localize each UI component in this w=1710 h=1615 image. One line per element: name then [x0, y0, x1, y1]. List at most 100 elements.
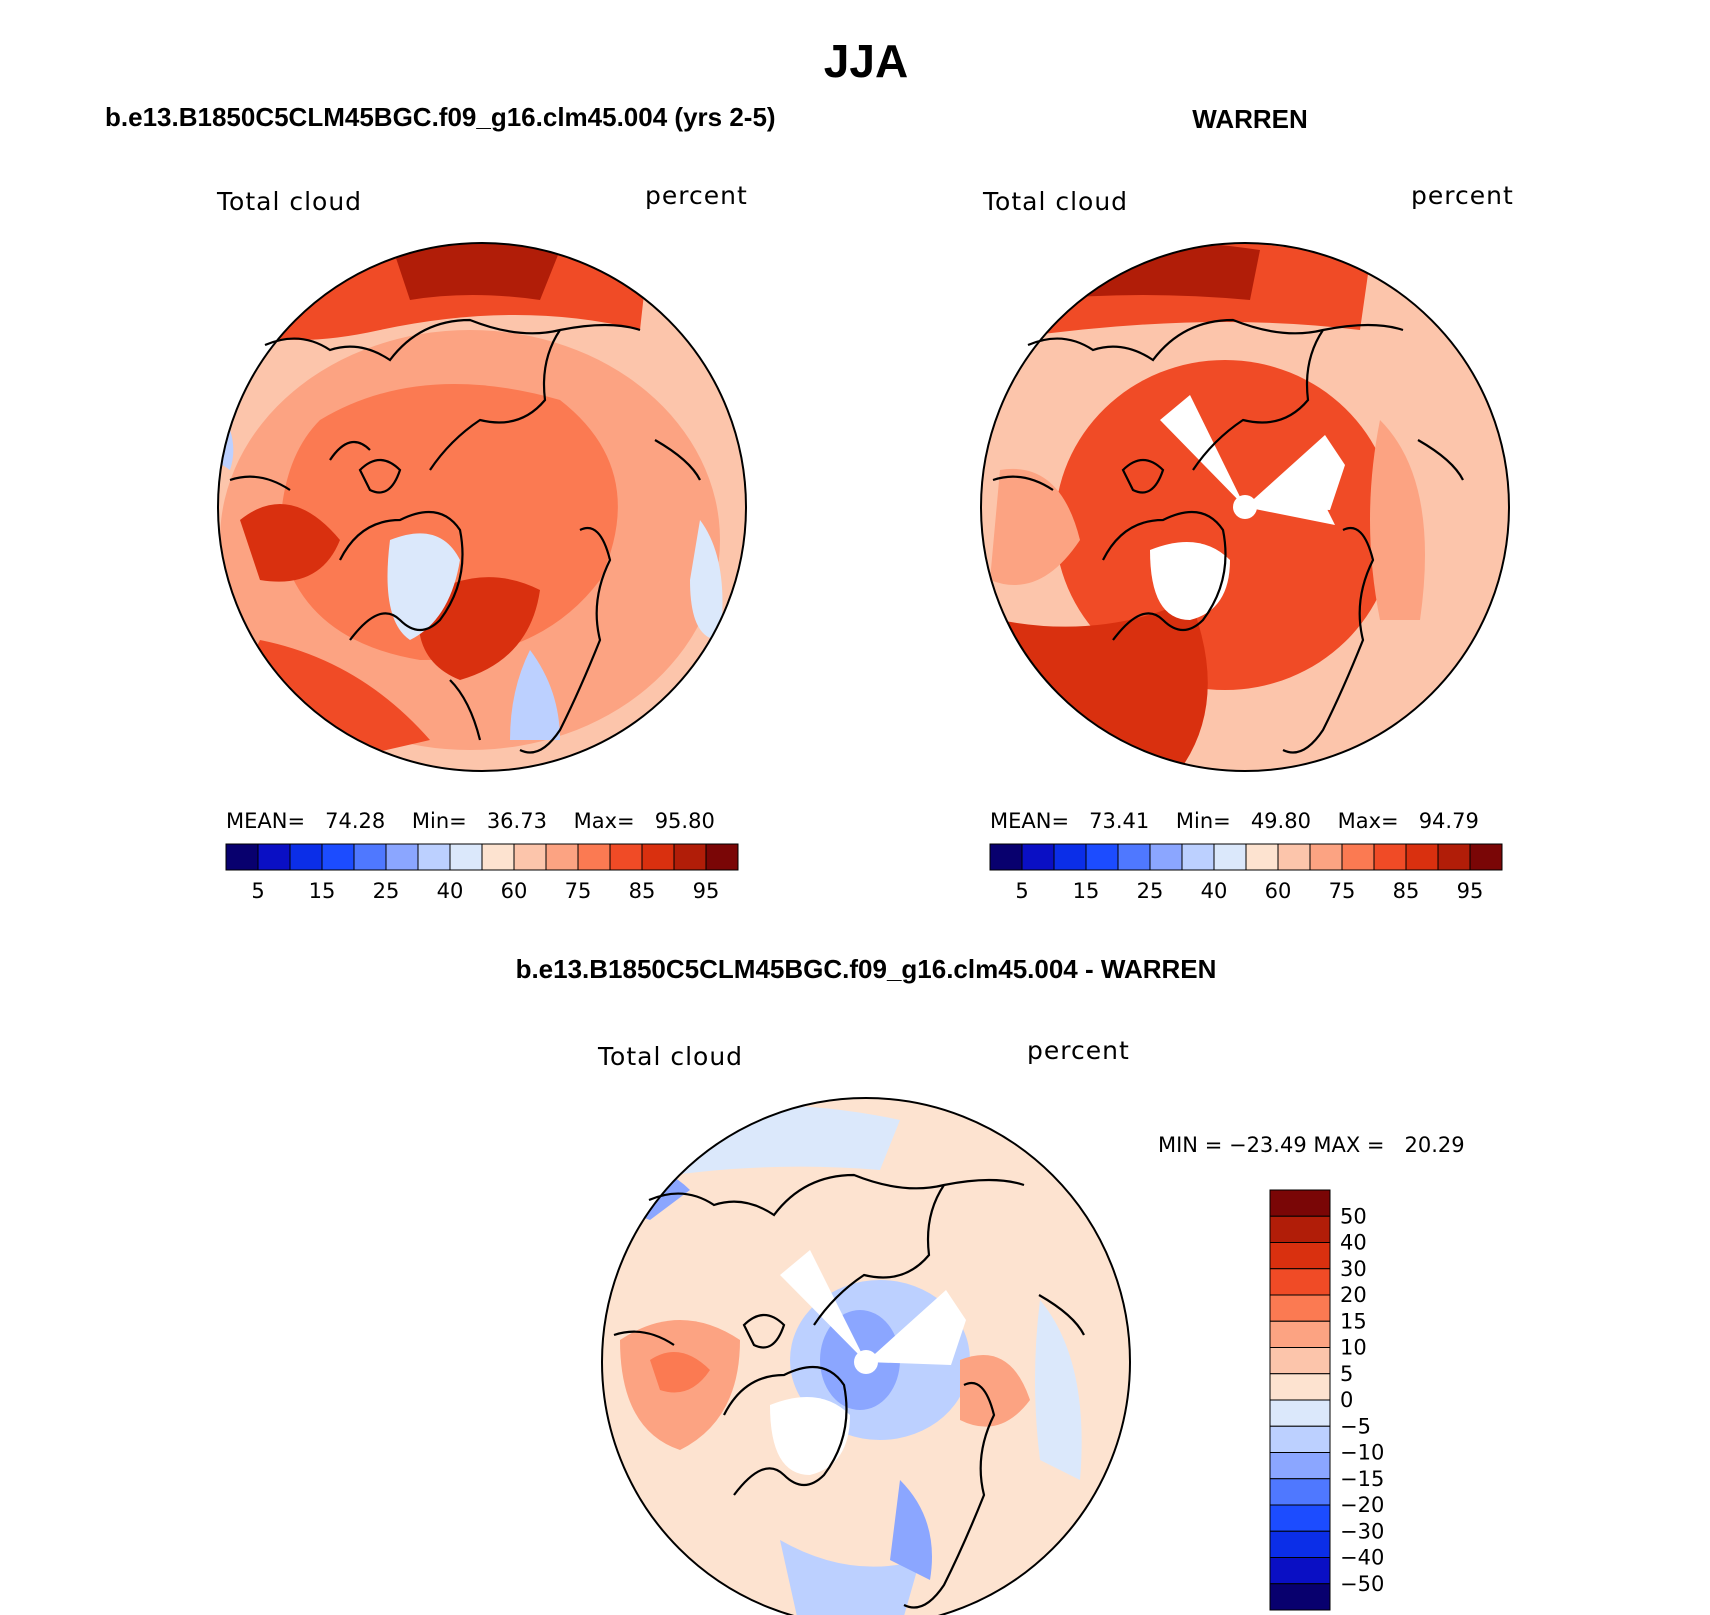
diff-colorbar-swatch [1269, 1452, 1331, 1480]
model-colorbar-swatch [513, 843, 547, 871]
diff-colorbar-swatch [1269, 1399, 1331, 1427]
obs-variable-label: Total cloud [983, 187, 1129, 216]
model-colorbar-swatch [545, 843, 579, 871]
obs-missing-wedge-1 [1160, 395, 1245, 507]
obs-missing-wedge-2 [1245, 435, 1345, 510]
model-max-label: Max= [573, 809, 635, 833]
model-mean-label: MEAN= [226, 809, 306, 833]
diff-colorbar-tick-label: 15 [1340, 1309, 1367, 1333]
diff-colorbar-swatch [1269, 1478, 1331, 1506]
diff-colorbar-tick-label: 5 [1340, 1362, 1353, 1386]
diff-south-negative [780, 1540, 920, 1615]
model-coastlines [229, 318, 701, 754]
diff-east-positive [960, 1355, 1030, 1427]
diff-missing-wedge-2 [866, 1290, 966, 1365]
obs-colorbar-swatch [1405, 843, 1439, 871]
model-colorbar-swatch [705, 843, 739, 871]
model-variable-label: Total cloud [217, 187, 363, 216]
obs-missing-greenland [1150, 542, 1230, 620]
model-colorbar-swatch [577, 843, 611, 871]
diff-colorbar-tick-label: −20 [1340, 1493, 1384, 1517]
obs-colorbar-tick-label: 5 [1015, 879, 1028, 903]
diff-colorbar-tick-label: 20 [1340, 1283, 1367, 1307]
diff-colorbar-tick-label: −40 [1340, 1546, 1384, 1570]
obs-min-value: 49.80 [1250, 809, 1311, 833]
model-colorbar-tick-label: 40 [437, 879, 464, 903]
model-colorbar-tick-label: 95 [693, 879, 720, 903]
model-colorbar-swatch [641, 843, 675, 871]
obs-units-label: percent [1411, 181, 1514, 210]
model-colorbar-swatch [289, 843, 323, 871]
model-cloud-siberia-peak [390, 243, 560, 300]
diff-colorbar-swatch [1269, 1557, 1331, 1585]
model-max-value: 95.80 [654, 809, 715, 833]
obs-colorbar-swatch [1085, 843, 1119, 871]
obs-min-label: Min= [1175, 809, 1231, 833]
diff-colorbar-swatch [1269, 1504, 1331, 1532]
model-colorbar-tick-label: 25 [373, 879, 400, 903]
model-cloud-greenland-low [387, 533, 460, 640]
diff-missing-wedge-1 [780, 1250, 866, 1362]
obs-colorbar-tick-label: 40 [1201, 879, 1228, 903]
model-colorbar-swatch [321, 843, 355, 871]
model-colorbar-tick-label: 5 [251, 879, 264, 903]
diff-west-peak [650, 1352, 710, 1393]
obs-colorbar-swatch [1053, 843, 1087, 871]
model-colorbar-tick-label: 85 [629, 879, 656, 903]
obs-cloud-center-ring [1055, 360, 1395, 690]
obs-colorbar-tick-label: 85 [1393, 879, 1420, 903]
model-cloud-atlantic-high [418, 577, 540, 680]
obs-colorbar: 5 15 25 40 60 75 85 95 [989, 843, 1503, 903]
obs-colorbar-tick-label: 15 [1073, 879, 1100, 903]
diff-colorbar-tick-label: −10 [1340, 1441, 1384, 1465]
diff-colorbar-tick-label: −15 [1340, 1467, 1384, 1491]
diff-colorbar-swatch [1269, 1583, 1331, 1611]
obs-colorbar-tick-label: 95 [1457, 879, 1484, 903]
model-min-value: 36.73 [486, 809, 547, 833]
diff-colorbar-swatch [1269, 1242, 1331, 1270]
model-cloud-scandinavia-low [510, 650, 560, 740]
diff-colorbar-swatch [1269, 1347, 1331, 1375]
obs-colorbar-swatch [1245, 843, 1279, 871]
model-mean-value: 74.28 [325, 809, 386, 833]
obs-missing-wedge-3 [1245, 495, 1335, 525]
model-units-label: percent [645, 181, 748, 210]
diff-colorbar-swatch [1269, 1189, 1331, 1217]
diff-colorbar-tick-label: 30 [1340, 1257, 1367, 1281]
obs-mean-value: 73.41 [1089, 809, 1150, 833]
diff-east-negative [1035, 1300, 1082, 1480]
diff-colorbar-tick-label: −5 [1340, 1414, 1371, 1438]
page-title: JJA [823, 35, 909, 87]
diff-units-label: percent [1027, 1036, 1130, 1065]
model-colorbar-tick-label: 15 [309, 879, 336, 903]
diff-colorbar-tick-label: 50 [1340, 1204, 1367, 1228]
diff-variable-label: Total cloud [598, 1042, 744, 1071]
diff-coastlines [613, 1173, 1085, 1609]
diff-panel-heading: b.e13.B1850C5CLM45BGC.f09_g16.clm45.004 … [515, 954, 1217, 984]
diff-colorbar-tick-label: −30 [1340, 1519, 1384, 1543]
model-colorbar: 5 15 25 40 60 75 85 95 [225, 843, 739, 903]
obs-max-value: 94.79 [1418, 809, 1479, 833]
model-cloud-east-low [690, 520, 723, 640]
diff-colorbar-swatch [1269, 1294, 1331, 1322]
obs-colorbar-swatch [1341, 843, 1375, 871]
diff-colorbar-tick-label: −50 [1340, 1572, 1384, 1596]
diff-colorbar-swatch [1269, 1530, 1331, 1558]
model-min-label: Min= [411, 809, 467, 833]
model-colorbar-swatch [353, 843, 387, 871]
model-colorbar-tick-label: 75 [565, 879, 592, 903]
model-colorbar-swatch [609, 843, 643, 871]
model-cloud-canada-high [240, 504, 340, 582]
obs-colorbar-swatch [989, 843, 1023, 871]
obs-cloud-west-moderate [990, 468, 1080, 585]
obs-cloud-east-moderate [1370, 420, 1425, 620]
diff-colorbar-swatch [1269, 1215, 1331, 1243]
obs-panel-heading: WARREN [1192, 104, 1308, 134]
diff-colorbar-swatch [1269, 1320, 1331, 1348]
diff-colorbar-tick-label: 10 [1340, 1336, 1367, 1360]
obs-coastlines [992, 318, 1464, 754]
